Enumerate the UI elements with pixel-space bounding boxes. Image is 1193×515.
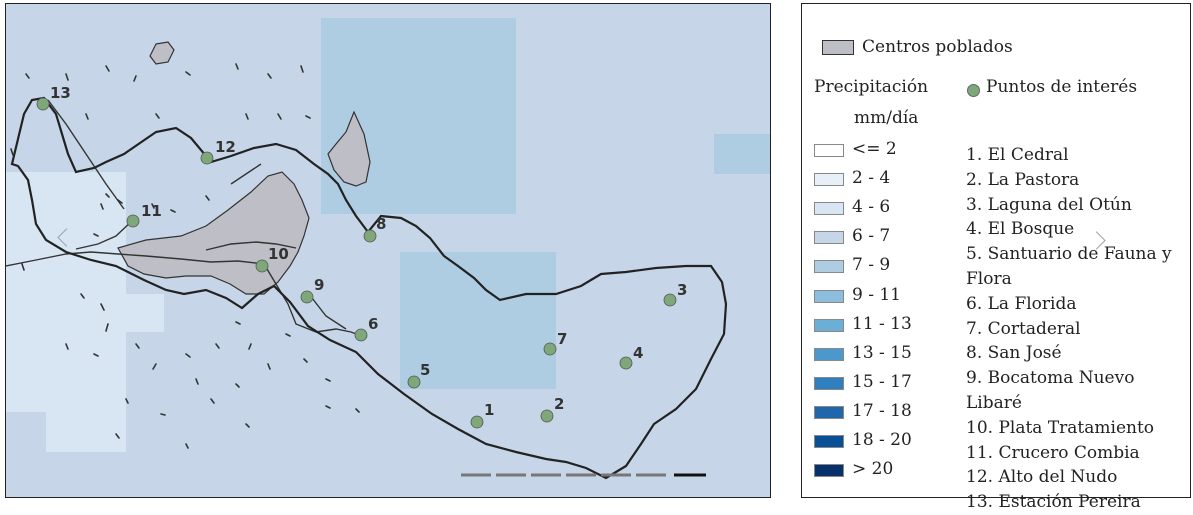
poi-list-item: 12. Alto del Nudo bbox=[966, 467, 1118, 488]
poi-label-13: 13 bbox=[50, 84, 71, 102]
poi-list: 1. El Cedral 2. La Pastora 3. Laguna del O… bbox=[966, 143, 1188, 515]
map-panel[interactable]: 1 2 3 4 5 6 7 8 9 10 11 12 13 bbox=[5, 3, 771, 498]
poi-title: Puntos de interés bbox=[986, 77, 1138, 97]
raster-cell-high bbox=[400, 252, 556, 389]
poi-marker-6[interactable] bbox=[354, 328, 368, 342]
raster-cell-low bbox=[6, 412, 46, 497]
raster-cell-high bbox=[714, 134, 770, 174]
precip-swatch bbox=[814, 260, 844, 274]
precip-unit: mm/día bbox=[854, 108, 919, 128]
precip-range-label: <= 2 bbox=[852, 139, 897, 159]
precip-range-label: 2 - 4 bbox=[852, 168, 891, 189]
raster-cell-low bbox=[6, 172, 126, 452]
poi-marker-12[interactable] bbox=[200, 151, 214, 165]
legend-panel: Centros poblados Precipitación mm/día <=… bbox=[801, 3, 1191, 512]
poi-list-item: 9. Bocatoma Nuevo Libaré bbox=[966, 368, 1135, 413]
poi-label-6: 6 bbox=[368, 315, 378, 333]
poi-label-8: 8 bbox=[376, 215, 386, 233]
poi-marker-1[interactable] bbox=[470, 415, 484, 429]
poi-list-item: 3. Laguna del Otún bbox=[966, 194, 1132, 215]
precip-range-label: 17 - 18 bbox=[852, 400, 912, 421]
precip-swatch bbox=[814, 405, 844, 419]
poi-marker-3[interactable] bbox=[663, 293, 677, 307]
precip-range-label: 13 - 15 bbox=[852, 342, 912, 363]
precip-range-label: > 20 bbox=[852, 459, 894, 480]
precip-range-label: 9 - 11 bbox=[852, 284, 901, 305]
rivers bbox=[6, 99, 365, 338]
precip-swatch bbox=[814, 464, 844, 478]
centros-swatch bbox=[822, 40, 854, 55]
settlement-polygon bbox=[327, 110, 371, 187]
precip-swatch bbox=[814, 144, 844, 157]
poi-label-2: 2 bbox=[554, 395, 564, 413]
poi-layer: 1 2 3 4 5 6 7 8 9 10 11 12 13 bbox=[36, 84, 687, 429]
poi-marker-2[interactable] bbox=[540, 409, 554, 423]
poi-list-item: 10. Plata Tratamiento bbox=[966, 417, 1155, 438]
poi-list-item: 8. San José bbox=[966, 343, 1062, 364]
raster-cell-low bbox=[126, 294, 164, 332]
centros-label: Centros poblados bbox=[862, 37, 1013, 57]
poi-marker-9[interactable] bbox=[300, 290, 314, 304]
poi-label-5: 5 bbox=[420, 361, 430, 379]
poi-label-12: 12 bbox=[215, 138, 236, 156]
basin-boundary bbox=[10, 96, 728, 480]
precip-swatch bbox=[814, 347, 844, 361]
poi-label-4: 4 bbox=[633, 344, 643, 362]
precip-swatch bbox=[814, 435, 844, 448]
precip-swatch bbox=[814, 318, 844, 332]
poi-label-9: 9 bbox=[314, 276, 324, 294]
precip-swatch bbox=[814, 173, 844, 187]
poi-marker-8[interactable] bbox=[363, 229, 377, 243]
settlement-polygon bbox=[149, 41, 175, 65]
poi-list-item: 4. El Bosque bbox=[966, 219, 1075, 240]
precip-range-label: 18 - 20 bbox=[852, 430, 912, 450]
poi-label-10: 10 bbox=[268, 245, 289, 263]
precip-swatch bbox=[814, 202, 844, 216]
precip-swatch bbox=[814, 231, 844, 245]
poi-label-1: 1 bbox=[484, 401, 494, 419]
poi-list-item: 11. Crucero Combia bbox=[966, 442, 1140, 463]
poi-list-item: 6. La Florida bbox=[966, 293, 1077, 314]
poi-list-item: 5. Santuario de Fauna y Flora bbox=[966, 244, 1172, 289]
poi-list-item: 1. El Cedral bbox=[966, 145, 1069, 165]
precip-swatch bbox=[814, 289, 844, 303]
poi-marker-13[interactable] bbox=[36, 97, 50, 111]
map-canvas[interactable]: 1 2 3 4 5 6 7 8 9 10 11 12 13 bbox=[6, 4, 770, 497]
precip-range-label: 6 - 7 bbox=[852, 226, 891, 247]
poi-label-3: 3 bbox=[677, 281, 687, 299]
precip-range-label: 15 - 17 bbox=[852, 371, 912, 392]
poi-marker-11[interactable] bbox=[126, 214, 140, 228]
stream-fragments bbox=[10, 63, 360, 449]
poi-list-item: 2. La Pastora bbox=[966, 169, 1080, 190]
poi-label-7: 7 bbox=[557, 330, 567, 348]
poi-label-11: 11 bbox=[141, 202, 162, 220]
raster-cell-high bbox=[321, 4, 516, 18]
poi-marker-5[interactable] bbox=[407, 375, 421, 389]
poi-legend-dot bbox=[967, 84, 980, 97]
poi-marker-7[interactable] bbox=[543, 342, 557, 356]
poi-marker-4[interactable] bbox=[619, 356, 633, 370]
precip-title: Precipitación bbox=[814, 77, 929, 97]
poi-marker-10[interactable] bbox=[255, 259, 269, 273]
poi-list-item: 7. Cortaderal bbox=[966, 318, 1081, 339]
precip-swatch bbox=[814, 376, 844, 390]
precip-range-label: 7 - 9 bbox=[852, 255, 891, 276]
precip-range-label: 4 - 6 bbox=[852, 197, 891, 218]
precip-range-label: 11 - 13 bbox=[852, 313, 912, 334]
